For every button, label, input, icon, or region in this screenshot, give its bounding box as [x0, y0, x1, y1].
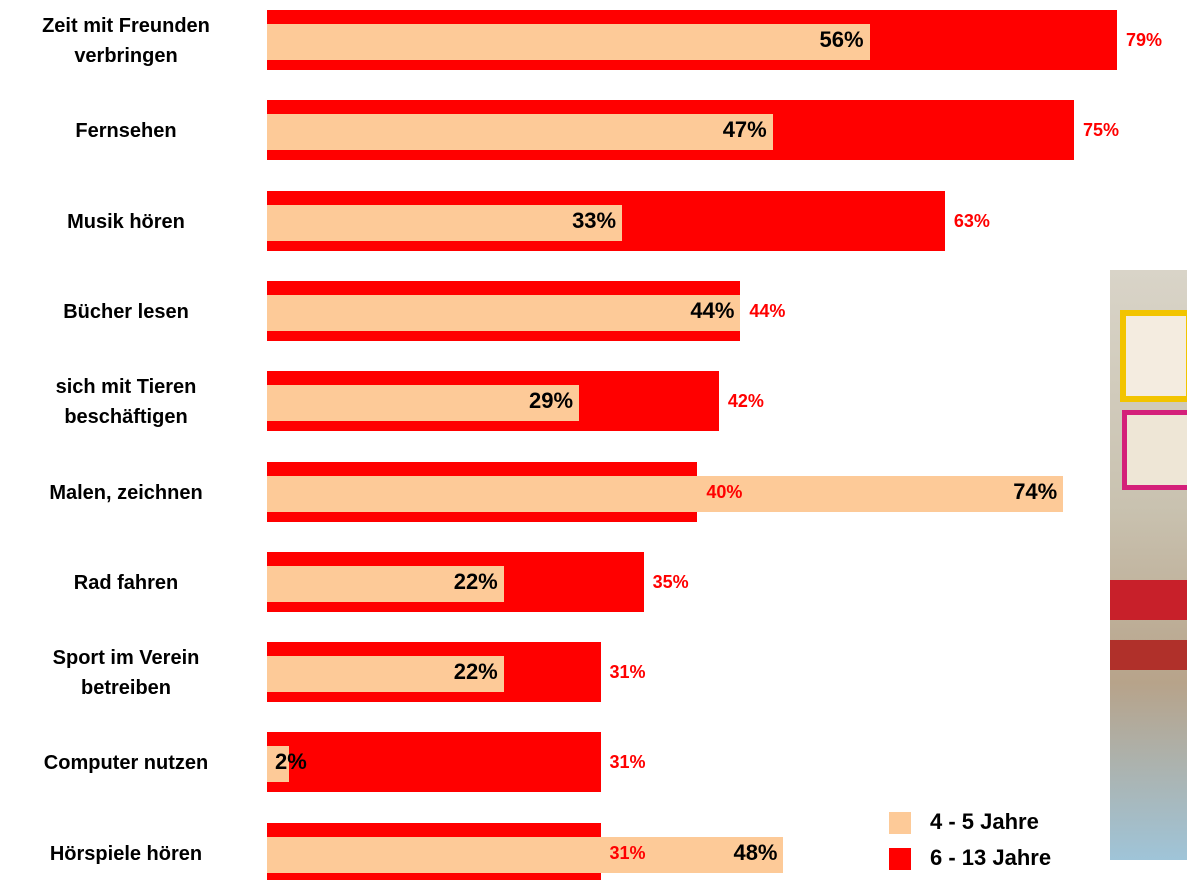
value-label: 31% [609, 662, 646, 683]
value-label: 44% [690, 297, 735, 323]
bar [267, 656, 504, 693]
category-label: Bücher lesen [63, 300, 189, 323]
category-label: Sport im Verein betreiben [52, 647, 200, 700]
category-label: sich mit Tieren beschäftigen [55, 376, 197, 429]
value-label: 31% [609, 752, 646, 773]
value-label: 29% [529, 388, 574, 414]
legend-swatch [889, 848, 911, 870]
bar [267, 114, 773, 151]
bar [267, 204, 623, 241]
value-label: 75% [1082, 120, 1119, 141]
bar [267, 475, 1064, 512]
value-label: 31% [609, 842, 646, 863]
bar [267, 24, 870, 60]
value-label: 22% [453, 568, 498, 594]
legend-label: 6 - 13 Jahre [930, 845, 1052, 870]
photo [1110, 270, 1187, 860]
bar [267, 565, 504, 602]
value-label: 63% [953, 210, 990, 231]
value-label: 47% [722, 117, 767, 143]
category-label: Musik hören [67, 210, 185, 233]
value-label: 40% [706, 481, 743, 502]
value-label: 48% [733, 839, 778, 865]
legend-label: 4 - 5 Jahre [930, 809, 1039, 834]
photo-box [1110, 580, 1187, 620]
value-label: 2% [275, 749, 307, 775]
value-label: 56% [819, 27, 864, 52]
value-label: 44% [749, 300, 786, 321]
bar [267, 294, 741, 331]
photo-box [1110, 640, 1187, 670]
value-label: 79% [1126, 30, 1163, 50]
value-label: 35% [652, 571, 689, 592]
legend-swatch [889, 812, 911, 834]
bar [267, 746, 289, 783]
photo-frame [1120, 310, 1187, 402]
bar [267, 732, 601, 793]
value-label: 74% [1013, 478, 1058, 504]
value-label: 22% [453, 659, 498, 685]
category-label: Fernsehen [75, 120, 177, 143]
value-label: 42% [727, 391, 764, 412]
category-label: Rad fahren [73, 571, 179, 594]
category-label: Zeit mit Freunden verbringen [42, 15, 210, 67]
value-label: 33% [572, 207, 617, 233]
category-label: Hörspiele hören [49, 842, 203, 865]
bar [267, 385, 580, 422]
photo-frame [1122, 410, 1187, 490]
category-label: Malen, zeichnen [49, 481, 203, 504]
category-label: Computer nutzen [43, 752, 209, 775]
bar [267, 836, 784, 873]
